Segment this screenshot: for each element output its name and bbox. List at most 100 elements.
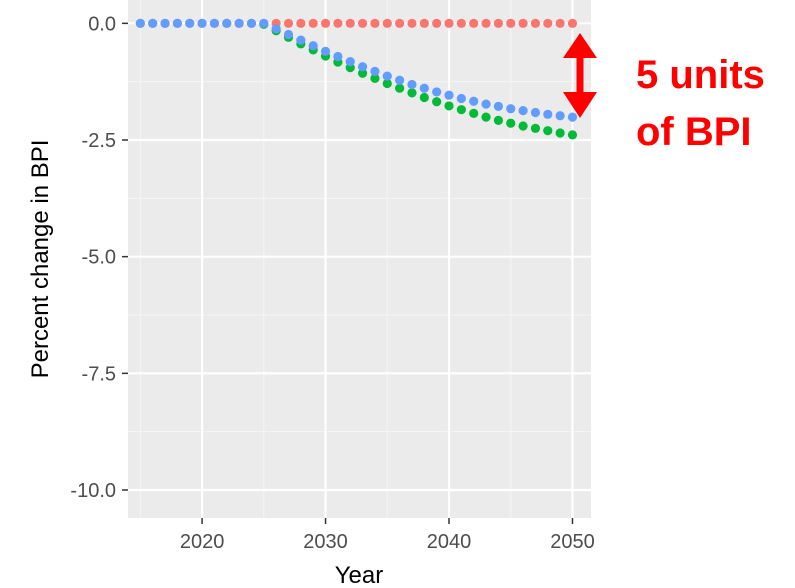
arrow-head-down — [563, 92, 597, 118]
data-point — [382, 18, 392, 28]
data-point — [419, 83, 429, 93]
data-point — [357, 62, 368, 72]
data-point — [148, 18, 158, 28]
data-point — [469, 18, 479, 28]
data-point — [320, 18, 331, 28]
data-point — [419, 18, 429, 28]
data-point — [518, 121, 528, 131]
data-point — [543, 109, 553, 119]
y-axis-ticks: 0.0 -2.5 -5.0 -7.5 -10.0 — [70, 13, 128, 502]
data-point — [506, 104, 516, 114]
data-point — [493, 101, 503, 111]
data-point — [345, 57, 355, 67]
data-point — [493, 18, 503, 28]
data-point — [333, 18, 343, 28]
data-point — [419, 92, 429, 103]
data-point — [506, 18, 516, 28]
data-point — [296, 18, 306, 28]
data-point — [209, 18, 220, 28]
y-tick-label: -5.0 — [82, 247, 116, 269]
data-point — [407, 79, 417, 90]
data-point — [382, 71, 392, 81]
data-point — [395, 83, 405, 93]
data-point — [283, 29, 294, 40]
data-point — [543, 126, 553, 136]
data-point — [481, 18, 491, 28]
data-point — [444, 90, 454, 100]
data-point — [234, 18, 244, 28]
data-point — [456, 93, 466, 104]
x-axis-ticks: 2020 2030 2040 2050 — [180, 518, 595, 553]
y-tick-label: 0.0 — [88, 13, 116, 35]
x-tick-label: 2020 — [180, 531, 225, 553]
data-point — [271, 24, 281, 34]
data-point — [555, 111, 565, 121]
data-point — [135, 18, 145, 28]
data-point — [283, 18, 294, 28]
data-point — [357, 68, 368, 78]
data-point — [567, 112, 578, 122]
data-point — [567, 18, 578, 28]
data-point — [172, 18, 182, 28]
data-point — [382, 78, 392, 89]
data-point — [518, 18, 528, 28]
data-point — [567, 130, 578, 140]
data-point — [185, 18, 195, 28]
data-point — [370, 73, 380, 83]
y-tick-label: -10.0 — [70, 480, 116, 502]
data-point — [395, 75, 405, 85]
data-point — [555, 18, 565, 28]
data-point — [407, 18, 417, 28]
x-tick-label: 2040 — [427, 531, 472, 553]
data-point — [469, 96, 479, 106]
data-points — [135, 18, 578, 140]
data-point — [259, 18, 269, 28]
data-point — [370, 18, 380, 28]
data-point — [555, 128, 565, 138]
data-point — [543, 18, 553, 28]
data-point — [493, 115, 503, 125]
series-3 — [135, 18, 578, 122]
y-tick-label: -7.5 — [82, 363, 116, 385]
data-point — [530, 107, 541, 118]
data-point — [160, 18, 170, 28]
data-point — [456, 105, 466, 115]
arrow-head-up — [563, 33, 597, 58]
data-point — [308, 41, 318, 51]
data-point — [345, 18, 355, 28]
data-point — [296, 35, 306, 45]
data-point — [530, 18, 541, 28]
data-point — [518, 106, 528, 116]
data-point — [432, 87, 442, 97]
y-axis-title: Percent change in BPI — [27, 140, 54, 379]
plot-panel — [128, 0, 591, 518]
data-point — [308, 18, 318, 28]
double-arrow-icon — [563, 33, 597, 118]
data-point — [506, 118, 516, 128]
data-point — [456, 18, 466, 28]
data-point — [432, 18, 442, 28]
data-point — [370, 66, 380, 76]
data-point — [469, 108, 479, 118]
x-axis-title: Year — [335, 562, 384, 588]
data-point — [320, 46, 331, 56]
data-point — [481, 112, 491, 122]
data-point — [407, 88, 417, 98]
x-tick-label: 2050 — [550, 531, 595, 553]
data-point — [444, 18, 454, 28]
data-point — [395, 18, 405, 28]
y-tick-label: -2.5 — [82, 130, 116, 152]
data-point — [333, 51, 343, 62]
data-point — [197, 18, 207, 28]
data-point — [530, 123, 541, 133]
data-point — [222, 18, 232, 28]
x-tick-label: 2030 — [303, 531, 348, 553]
data-point — [246, 18, 257, 28]
data-point — [357, 18, 368, 28]
data-point — [432, 97, 442, 107]
data-point — [444, 101, 454, 111]
data-point — [481, 99, 491, 109]
annotation-line-1: 5 units — [636, 53, 765, 97]
annotation-line-2: of BPI — [636, 110, 752, 154]
